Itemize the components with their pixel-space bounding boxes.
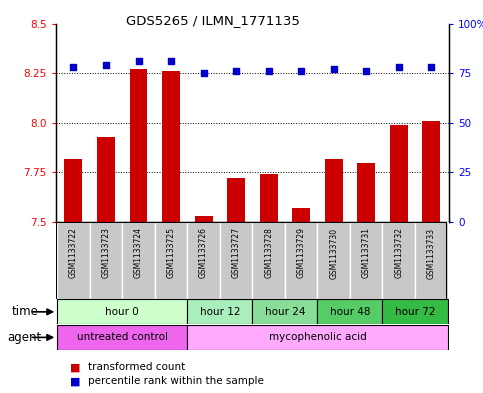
- Bar: [187, 299, 253, 324]
- Text: hour 72: hour 72: [395, 307, 435, 317]
- Text: GSM1133728: GSM1133728: [264, 228, 273, 278]
- Point: [135, 58, 142, 64]
- Point: [232, 68, 240, 74]
- Text: GSM1133732: GSM1133732: [394, 228, 403, 278]
- Text: mycophenolic acid: mycophenolic acid: [269, 332, 366, 342]
- Bar: [390, 125, 408, 222]
- Bar: [292, 208, 310, 222]
- Bar: [97, 137, 115, 222]
- Text: hour 12: hour 12: [199, 307, 240, 317]
- Bar: [187, 222, 220, 299]
- Bar: [90, 222, 122, 299]
- Bar: [285, 222, 317, 299]
- Point: [265, 68, 272, 74]
- Bar: [57, 222, 90, 299]
- Text: hour 48: hour 48: [330, 307, 370, 317]
- Bar: [415, 222, 448, 299]
- Text: GSM1133730: GSM1133730: [329, 228, 338, 279]
- Text: GSM1133723: GSM1133723: [101, 228, 111, 278]
- Text: ■: ■: [70, 362, 81, 373]
- Bar: [260, 174, 278, 222]
- Bar: [220, 222, 252, 299]
- Text: hour 0: hour 0: [105, 307, 139, 317]
- Text: GSM1133727: GSM1133727: [232, 228, 241, 278]
- Bar: [187, 325, 448, 350]
- Bar: [350, 222, 383, 299]
- Point: [330, 66, 338, 72]
- Bar: [65, 158, 83, 222]
- Bar: [357, 163, 375, 222]
- Bar: [317, 299, 383, 324]
- Bar: [155, 222, 187, 299]
- Text: GSM1133733: GSM1133733: [427, 228, 436, 279]
- Text: GDS5265 / ILMN_1771135: GDS5265 / ILMN_1771135: [126, 14, 299, 27]
- Bar: [122, 222, 155, 299]
- Text: hour 24: hour 24: [265, 307, 305, 317]
- Point: [199, 70, 207, 76]
- Text: time: time: [12, 305, 39, 318]
- Text: transformed count: transformed count: [88, 362, 185, 373]
- Text: ■: ■: [70, 376, 81, 386]
- Bar: [252, 222, 285, 299]
- Point: [395, 64, 403, 70]
- Bar: [317, 222, 350, 299]
- Bar: [383, 299, 448, 324]
- Bar: [422, 121, 440, 222]
- Text: untreated control: untreated control: [77, 332, 168, 342]
- Point: [427, 64, 435, 70]
- Bar: [162, 71, 180, 222]
- Bar: [57, 325, 187, 350]
- Text: GSM1133724: GSM1133724: [134, 228, 143, 278]
- Text: agent: agent: [8, 331, 42, 344]
- Bar: [325, 158, 342, 222]
- Text: percentile rank within the sample: percentile rank within the sample: [88, 376, 264, 386]
- Point: [298, 68, 305, 74]
- Bar: [129, 69, 147, 222]
- Point: [102, 62, 110, 68]
- Bar: [252, 299, 317, 324]
- Bar: [383, 222, 415, 299]
- Text: GSM1133729: GSM1133729: [297, 228, 306, 278]
- Point: [362, 68, 370, 74]
- Bar: [195, 216, 213, 222]
- Text: GSM1133725: GSM1133725: [167, 228, 175, 278]
- Bar: [57, 299, 187, 324]
- Bar: [227, 178, 245, 222]
- Text: GSM1133722: GSM1133722: [69, 228, 78, 278]
- Point: [70, 64, 77, 70]
- Text: GSM1133726: GSM1133726: [199, 228, 208, 278]
- Text: GSM1133731: GSM1133731: [362, 228, 371, 278]
- Point: [167, 58, 175, 64]
